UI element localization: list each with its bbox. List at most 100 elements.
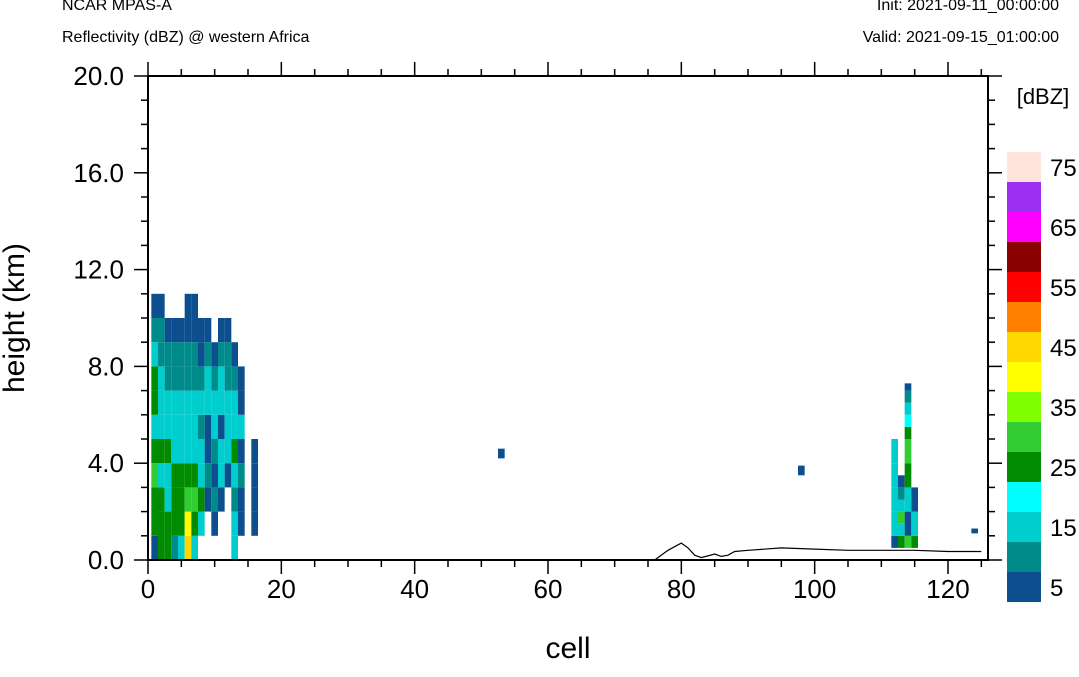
y-tick-label: 16.0 [73, 158, 124, 188]
colorbar-swatch [1007, 332, 1041, 362]
reflectivity-cell [164, 463, 172, 488]
reflectivity-cell [151, 414, 158, 439]
reflectivity-cell [171, 535, 178, 560]
reflectivity-cell [231, 487, 238, 512]
reflectivity-cell [891, 487, 898, 512]
reflectivity-cell [204, 318, 212, 343]
x-tick-label: 120 [926, 574, 969, 604]
reflectivity-cell [191, 414, 198, 439]
reflectivity-cell [191, 390, 198, 415]
reflectivity-cell [191, 342, 198, 367]
reflectivity-cell [171, 487, 178, 536]
reflectivity-cell [904, 402, 912, 415]
reflectivity-cell [891, 535, 898, 548]
reflectivity-cell [171, 463, 178, 488]
reflectivity-cell [904, 390, 912, 403]
reflectivity-cell [191, 318, 198, 343]
reflectivity-cell [891, 439, 898, 464]
reflectivity-cell [911, 487, 918, 500]
reflectivity-cell [904, 511, 912, 536]
colorbar-swatch [1007, 272, 1041, 302]
colorbar [1007, 152, 1041, 602]
reflectivity-cell [158, 318, 165, 343]
reflectivity-cell [198, 439, 205, 464]
reflectivity-cell [178, 366, 185, 391]
reflectivity-cell [238, 487, 245, 512]
reflectivity-cell [184, 439, 192, 464]
reflectivity-cell [224, 439, 232, 464]
colorbar-labels: 5 15 25 35 45 55 65 75 [1050, 155, 1077, 602]
reflectivity-cell [238, 463, 245, 488]
reflectivity-cell [218, 487, 225, 512]
reflectivity-cell [184, 366, 192, 391]
colorbar-label: 45 [1050, 335, 1077, 362]
reflectivity-cell [218, 342, 225, 367]
reflectivity-cell [904, 426, 912, 439]
reflectivity-cell [158, 487, 165, 512]
reflectivity-cell [198, 342, 205, 367]
reflectivity-cell [164, 511, 172, 560]
reflectivity-cell [171, 390, 178, 415]
terrain-line [148, 542, 982, 561]
reflectivity-cell [211, 487, 218, 512]
colorbar-swatch [1007, 572, 1041, 602]
x-axis-label: cell [545, 632, 590, 665]
reflectivity-cell [171, 439, 178, 464]
reflectivity-cell [218, 414, 225, 439]
x-tick-label: 40 [400, 574, 429, 604]
reflectivity-cell [218, 390, 225, 415]
reflectivity-cell [184, 293, 192, 318]
reflectivity-cell [204, 366, 212, 391]
reflectivity-cell [218, 439, 225, 464]
reflectivity-cell [191, 439, 198, 464]
reflectivity-cell [191, 487, 198, 512]
reflectivity-cell [158, 342, 165, 367]
reflectivity-cell [891, 463, 898, 488]
reflectivity-cell [164, 414, 172, 439]
reflectivity-cell [251, 511, 258, 536]
terrain-layer [148, 542, 982, 561]
reflectivity-cell [151, 439, 158, 464]
reflectivity-cell [191, 293, 198, 318]
reflectivity-cell [211, 439, 218, 464]
reflectivity-cell [198, 366, 205, 391]
reflectivity-cell [218, 318, 225, 343]
reflectivity-cell [178, 318, 185, 343]
x-tick-label: 60 [534, 574, 563, 604]
reflectivity-cell [224, 414, 232, 439]
valid-time: Valid: 2021-09-15_01:00:00 [862, 29, 1059, 46]
reflectivity-cell [178, 535, 185, 560]
colorbar-label: 15 [1050, 515, 1077, 542]
reflectivity-cell [151, 463, 158, 488]
colorbar-swatch [1007, 452, 1041, 482]
reflectivity-cell [184, 342, 192, 367]
reflectivity-cell [238, 439, 245, 464]
reflectivity-cell [238, 511, 245, 536]
reflectivity-cell [184, 318, 192, 343]
plot-frame [147, 75, 989, 561]
reflectivity-cell [911, 535, 918, 548]
reflectivity-cell [204, 463, 212, 488]
reflectivity-cell [191, 463, 198, 488]
reflectivity-cell [898, 535, 905, 548]
y-tick-labels: 0.0 4.0 8.0 12.0 16.0 20.0 [73, 61, 124, 575]
colorbar-label: 75 [1050, 155, 1077, 182]
reflectivity-cell [904, 463, 912, 488]
reflectivity-cell [911, 499, 918, 512]
reflectivity-cell [231, 463, 238, 488]
colorbar-swatch [1007, 362, 1041, 392]
colorbar-unit: [dBZ] [1017, 84, 1070, 109]
reflectivity-cell [158, 439, 165, 464]
colorbar-swatch [1007, 182, 1041, 212]
colorbar-swatch [1007, 242, 1041, 272]
reflectivity-cell [911, 511, 918, 536]
reflectivity-cell [898, 487, 905, 500]
reflectivity-cell [211, 414, 218, 439]
reflectivity-cell [151, 487, 158, 536]
reflectivity-cell [204, 439, 212, 464]
reflectivity-cell [171, 414, 178, 439]
reflectivity-cell [224, 463, 232, 488]
reflectivity-cell [224, 342, 232, 367]
reflectivity-cell [231, 414, 238, 439]
reflectivity-cell [238, 390, 245, 415]
